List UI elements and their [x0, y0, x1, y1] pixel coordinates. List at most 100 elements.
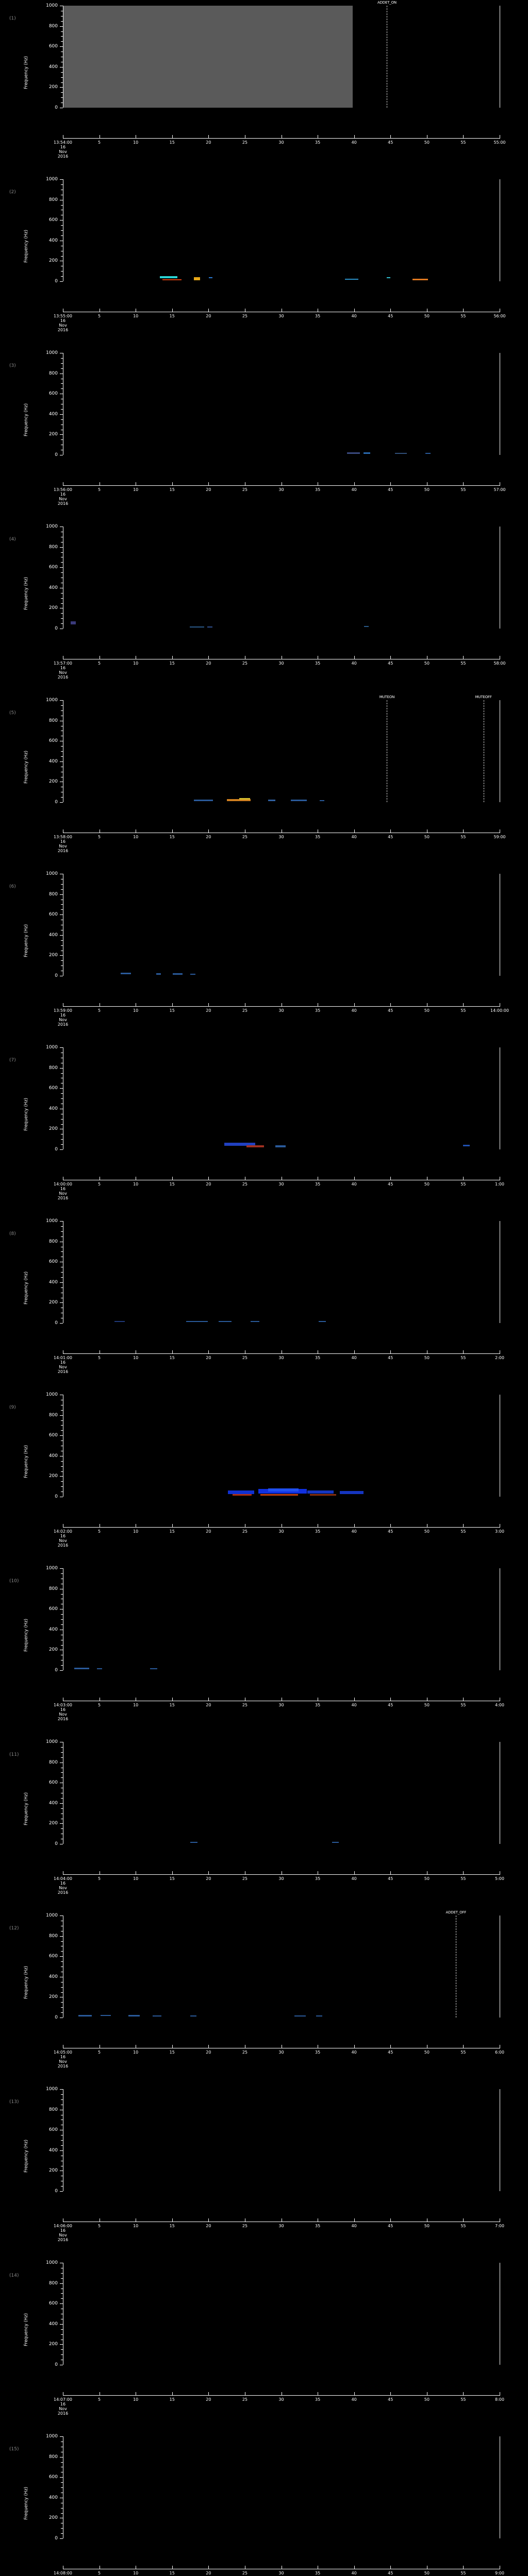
x-tick-label: 35 [315, 1529, 321, 1534]
y-axis-title: Frequency (Hz) [24, 1098, 29, 1131]
x-tick-label: 5 [98, 1703, 101, 1707]
x-tick-label: 10 [133, 487, 139, 492]
y-tick-minor [61, 884, 63, 885]
y-tick-label: 0 [55, 2189, 58, 2194]
y-tick-major [60, 1476, 63, 1477]
y-tick-minor [61, 2528, 63, 2529]
y-tick-minor [61, 2334, 63, 2335]
y-tick-minor [61, 1987, 63, 1988]
spectral-feature [114, 1321, 125, 1322]
x-tick [390, 135, 391, 138]
spectral-feature [463, 1144, 470, 1147]
y-tick-major [60, 567, 63, 568]
y-axis-title: Frequency (Hz) [24, 1619, 29, 1652]
x-tick-label: 45 [388, 2050, 393, 2055]
x-tick-label: 30 [278, 1008, 284, 1013]
x-axis-date-day: 16 [60, 1881, 66, 1886]
x-start-time-label: 13:57:00 [54, 661, 72, 666]
y-tick-major [60, 1435, 63, 1436]
x-tick [463, 2392, 464, 2395]
x-tick-label: 30 [278, 487, 284, 492]
annotation-line [483, 700, 485, 802]
x-tick [463, 2218, 464, 2222]
y-tick-label: 200 [48, 1300, 58, 1306]
y-tick-minor [61, 909, 63, 910]
y-tick-major [60, 414, 63, 415]
spectral-feature [173, 973, 183, 975]
y-tick-label: 400 [48, 64, 58, 70]
y-tick-major [60, 1803, 63, 1804]
x-tick [172, 309, 173, 312]
y-tick-label: 400 [48, 1974, 58, 1979]
x-axis-line [63, 1006, 500, 1007]
panel-number: (4) [9, 537, 16, 542]
y-tick-major [60, 914, 63, 916]
x-tick-label: 20 [206, 2224, 211, 2228]
x-tick-label: 40 [351, 1008, 357, 1013]
y-tick-minor [61, 1747, 63, 1748]
x-tick-label: 25 [242, 1876, 248, 1881]
y-tick-major [60, 281, 63, 282]
y-tick-minor [61, 2293, 63, 2294]
x-tick [354, 1003, 355, 1006]
y-tick-minor [61, 1098, 63, 1099]
x-axis-date-month: Nov [59, 1018, 67, 1022]
y-tick-minor [61, 2349, 63, 2350]
y-tick-label: 600 [48, 391, 58, 397]
y-tick-label: 1000 [46, 177, 58, 182]
x-tick [172, 482, 173, 485]
y-tick-label: 0 [55, 452, 58, 457]
x-end-time-label: 7:00 [495, 2224, 504, 2228]
x-end-time-label: 14:00:00 [490, 1008, 509, 1013]
annotation-label: ADDET_ON [377, 1, 397, 5]
x-tick-label: 45 [388, 1529, 393, 1534]
x-axis-date-year: 2016 [57, 1717, 69, 1721]
y-tick-label: 200 [48, 1821, 58, 1826]
x-tick [390, 1003, 391, 1006]
x-tick-label: 10 [133, 661, 139, 666]
y-tick-minor [61, 1277, 63, 1278]
y-tick-minor [61, 358, 63, 359]
y-tick-label: 200 [48, 2515, 58, 2521]
y-tick-minor [61, 1808, 63, 1809]
x-tick-label: 40 [351, 140, 357, 145]
x-axis-date-month: Nov [59, 2233, 67, 2238]
y-tick-minor [61, 1272, 63, 1273]
y-tick-minor [61, 82, 63, 83]
y-tick-minor [61, 552, 63, 553]
y-tick-label: 800 [48, 718, 58, 723]
x-tick [208, 2218, 209, 2222]
y-tick-label: 1000 [46, 698, 58, 703]
spectral-feature [194, 277, 200, 280]
x-tick-label: 55 [460, 487, 466, 492]
y-tick-label: 800 [48, 197, 58, 202]
panel-number: (2) [9, 190, 16, 195]
x-tick-label: 50 [424, 661, 430, 666]
y-tick-major [60, 2150, 63, 2151]
y-tick-minor [61, 2002, 63, 2003]
y-tick-minor [61, 562, 63, 563]
x-tick-label: 30 [278, 2050, 284, 2055]
y-tick-label: 400 [48, 2321, 58, 2327]
y-tick-label: 200 [48, 84, 58, 90]
x-tick-label: 15 [169, 2397, 175, 2402]
panel-number: (8) [9, 1231, 16, 1236]
y-tick-minor [61, 705, 63, 706]
panel-number: (3) [9, 363, 16, 368]
y-tick-major [60, 1149, 63, 1150]
y-tick-minor [61, 419, 63, 420]
x-tick [463, 309, 464, 312]
x-tick [172, 2392, 173, 2395]
y-tick-minor [61, 1594, 63, 1595]
y-tick-minor [61, 92, 63, 93]
spectral-feature [120, 973, 131, 974]
y-tick-major [60, 2477, 63, 2478]
y-tick-label: 200 [48, 2168, 58, 2174]
annotation-label: MUTEON [379, 695, 395, 699]
x-tick-label: 13:54:00 16 Nov 2016 [54, 140, 72, 159]
y-tick-minor [61, 1471, 63, 1472]
y-axis-title: Frequency (Hz) [24, 403, 29, 437]
x-tick [172, 829, 173, 833]
y-tick-label: 600 [48, 217, 58, 223]
x-tick-label: 25 [242, 835, 248, 839]
